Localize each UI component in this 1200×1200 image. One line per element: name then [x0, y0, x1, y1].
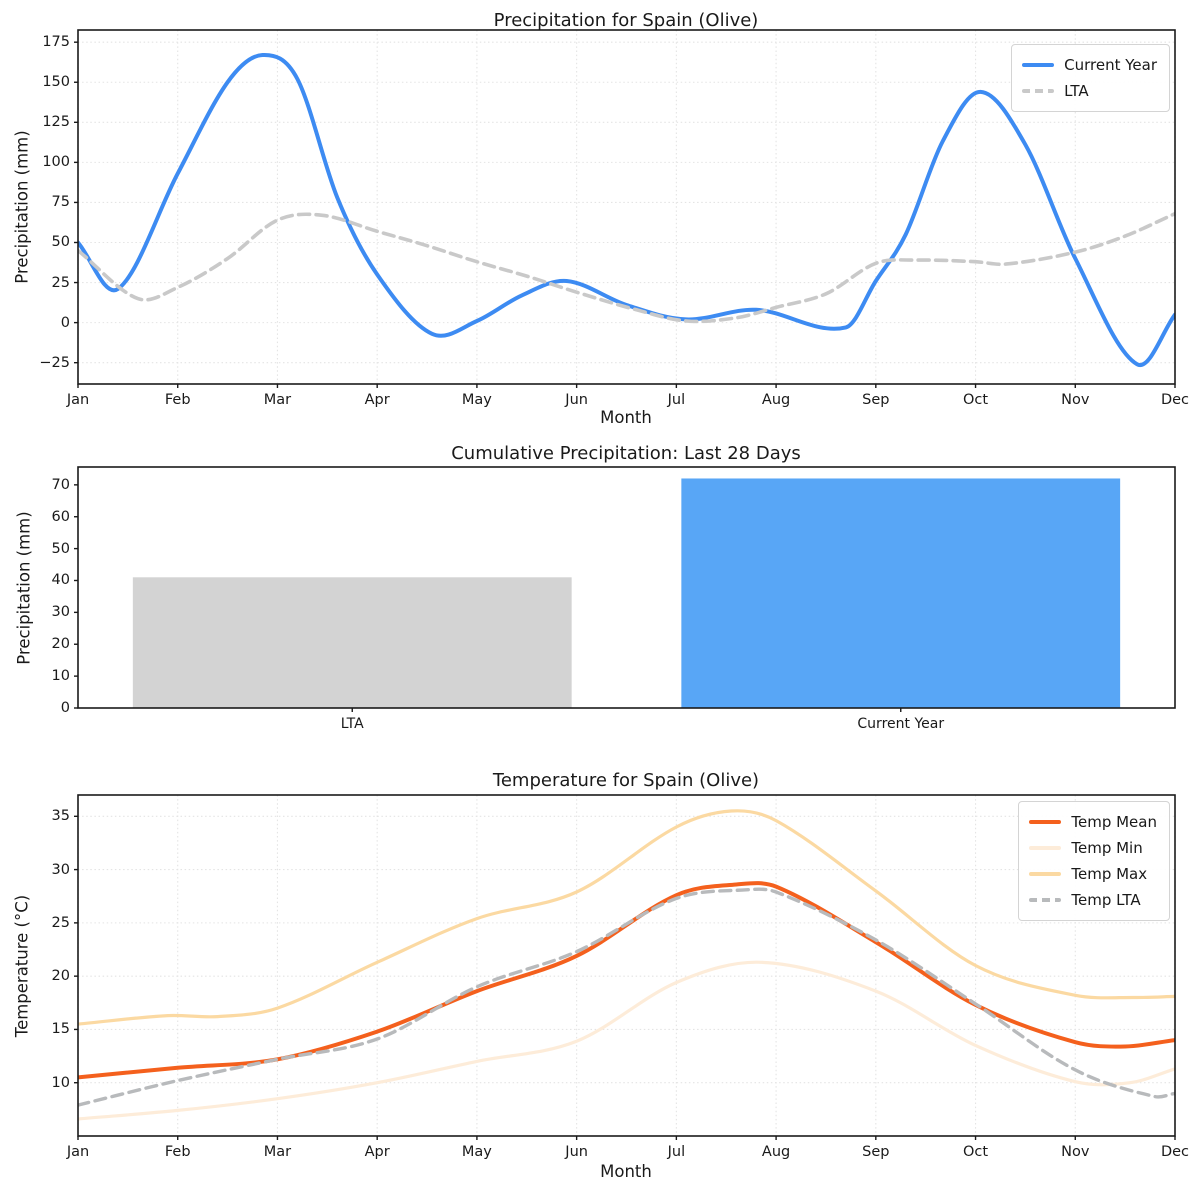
temp_annual-ytick: 25: [51, 914, 70, 931]
precip-annual-legend: Current Year LTA: [1011, 44, 1170, 112]
temp_annual-ytick: 10: [51, 1074, 70, 1091]
legend-label: Temp Min: [1071, 839, 1143, 857]
temp_annual-xtick: Mar: [263, 1144, 292, 1160]
precip-annual-title: Precipitation for Spain (Olive): [493, 10, 759, 31]
temp_annual-series-temp-max: [78, 809, 1175, 1026]
precip_cumulative-ytick: 30: [51, 604, 70, 621]
legend-label: Temp Mean: [1071, 813, 1157, 831]
legend-label: Current Year: [1064, 56, 1157, 74]
precip_annual-xtick: Nov: [1061, 392, 1090, 408]
precip_annual-ytick: 0: [60, 314, 70, 331]
precip_annual-ytick: 150: [42, 74, 70, 91]
precip_annual-ytick: 25: [51, 274, 70, 291]
precip_annual-xtick: Aug: [761, 392, 791, 408]
temp_annual-xtick: Sep: [862, 1144, 890, 1160]
precip_annual-ytick: −25: [39, 354, 70, 371]
legend-line-sample: [1022, 89, 1055, 93]
precip_annual-ytick: 50: [51, 234, 70, 251]
temp_annual-series-temp-lta: [78, 887, 1175, 1107]
legend-line-sample: [1029, 898, 1062, 902]
legend-entry: LTA: [1022, 78, 1157, 104]
temp-annual-xlabel: Month: [600, 1162, 652, 1181]
precip_annual-plot: [74, 29, 1176, 388]
precip_annual-xtick: Jul: [667, 392, 686, 408]
temp-annual-title: Temperature for Spain (Olive): [492, 770, 760, 791]
temp_annual-xtick: Jul: [667, 1144, 686, 1160]
temp_annual-series-temp-min: [78, 960, 1175, 1121]
legend-label: LTA: [1064, 82, 1089, 100]
precip_annual-xtick: May: [461, 392, 492, 408]
precip_annual-xtick: Jun: [565, 392, 588, 408]
precip-annual-xlabel: Month: [600, 408, 652, 427]
temp-annual-legend: Temp Mean Temp Min Temp Max Temp LTA: [1018, 801, 1170, 921]
temp_annual-ytick: 20: [51, 968, 70, 985]
temp_annual-xtick: Jun: [565, 1144, 588, 1160]
legend-line-sample: [1022, 63, 1055, 67]
legend-entry: Temp Max: [1029, 861, 1157, 887]
temp_annual-plot: [74, 794, 1176, 1140]
precip_annual-xtick: Apr: [364, 392, 390, 408]
precip_cumulative-xtick: LTA: [340, 716, 364, 732]
temp_annual-xtick: Jan: [66, 1144, 90, 1160]
precip_annual-series-lta: [78, 211, 1175, 324]
legend-line-sample: [1029, 820, 1062, 824]
temp_annual-ytick: 35: [51, 808, 70, 825]
precip_cumulative-ytick: 20: [51, 636, 70, 653]
precip_cumulative-ytick: 60: [51, 508, 70, 525]
precip_annual-ytick: 125: [42, 114, 70, 131]
temp_annual-ytick: 30: [51, 861, 70, 878]
precip_annual-ytick: 175: [42, 34, 70, 51]
precip_annual-series-current-year: [78, 52, 1175, 368]
temp_annual-xtick: Nov: [1061, 1144, 1090, 1160]
legend-entry: Temp Mean: [1029, 809, 1157, 835]
legend-entry: Current Year: [1022, 52, 1157, 78]
legend-line-sample: [1029, 846, 1062, 850]
temp_annual-xtick: May: [461, 1144, 492, 1160]
precip_cumulative-xtick: Current Year: [857, 716, 945, 732]
legend-label: Temp Max: [1071, 865, 1148, 883]
legend-entry: Temp LTA: [1029, 887, 1157, 913]
legend-label: Temp LTA: [1071, 891, 1141, 909]
precip_cumulative-ytick: 0: [60, 700, 70, 716]
precip_annual-ytick: 75: [51, 194, 70, 211]
precip_annual-xtick: Jan: [66, 392, 90, 408]
legend-line-sample: [1029, 872, 1062, 876]
temp_annual-ytick: 15: [51, 1021, 70, 1038]
precip_annual-xtick: Dec: [1160, 392, 1190, 408]
temp_annual-xtick: Aug: [761, 1144, 791, 1160]
precip_annual-xtick: Oct: [962, 392, 989, 408]
precip_cumulative-plot: [74, 466, 1176, 712]
precip-cumulative-title: Cumulative Precipitation: Last 28 Days: [451, 443, 801, 464]
precip_cumulative-ytick: 70: [51, 476, 70, 493]
bar-lta: [132, 577, 572, 708]
precip_annual-xtick: Sep: [862, 392, 890, 408]
temp_annual-xtick: Oct: [962, 1144, 989, 1160]
precip_cumulative-ytick: 40: [51, 572, 70, 589]
temp_annual-xtick: Feb: [164, 1144, 191, 1160]
precip_cumulative-ytick: 10: [51, 668, 70, 685]
temp_annual-xtick: Apr: [364, 1144, 390, 1160]
precip_annual-xtick: Mar: [263, 392, 292, 408]
legend-entry: Temp Min: [1029, 835, 1157, 861]
precip_annual-ytick: 100: [42, 154, 70, 171]
precip_annual-xtick: Feb: [164, 392, 191, 408]
temp_annual-xtick: Dec: [1160, 1144, 1190, 1160]
precip_cumulative-ytick: 50: [51, 540, 70, 557]
bar-current-year: [681, 478, 1121, 708]
